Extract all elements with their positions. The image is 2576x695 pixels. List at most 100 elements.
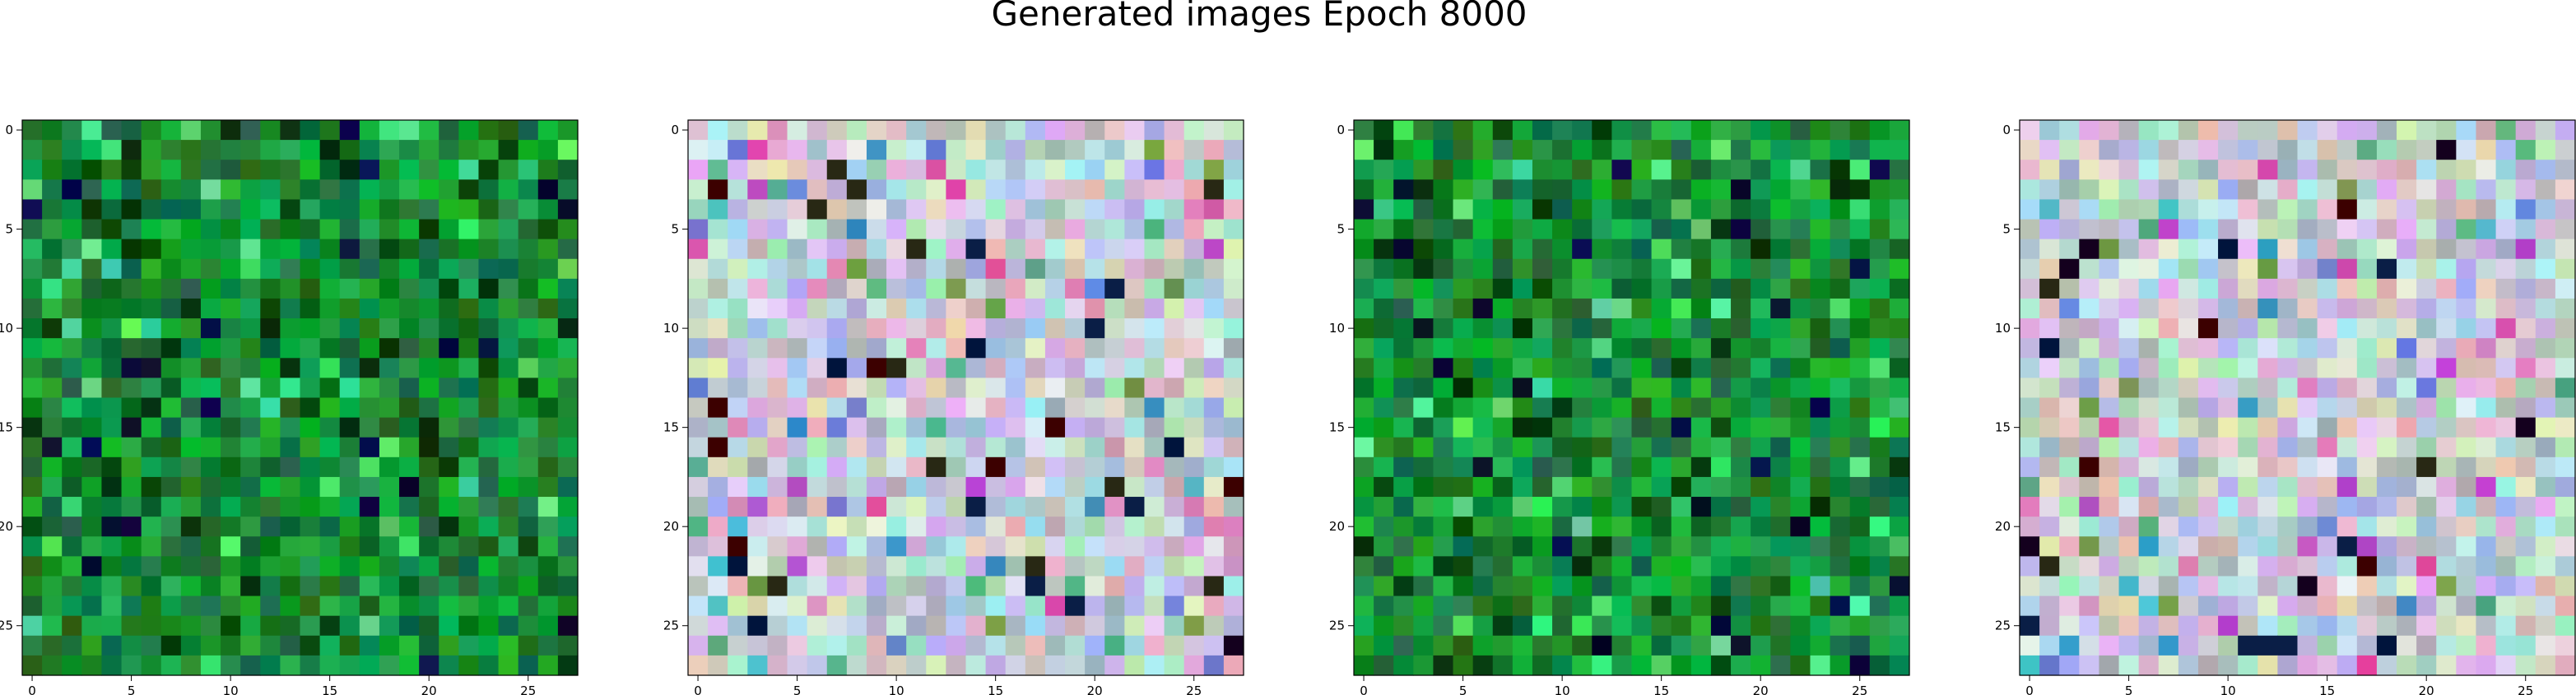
heatmap-cell [2397,338,2417,359]
heatmap-cell [1223,576,1244,597]
heatmap-cell [478,536,500,557]
heatmap-cell [2257,556,2278,577]
heatmap-cell [518,635,539,656]
heatmap-cell [886,556,907,577]
heatmap-cell [1631,576,1653,597]
heatmap-cell [1592,595,1612,617]
heatmap-cell [518,595,539,617]
heatmap-cell [2020,456,2040,478]
heatmap-cell [1144,397,1165,419]
heatmap-cell [886,517,907,537]
heatmap-cell [1572,219,1593,240]
heatmap-cell [728,378,748,399]
heatmap-cell [200,556,221,577]
heatmap-cell [1770,318,1791,339]
heatmap-cell [1671,358,1692,378]
heatmap-cell [1065,278,1086,299]
heatmap-cell [300,140,321,160]
heatmap-cell [1025,318,1046,339]
heatmap-cell [439,219,459,240]
heatmap-cell [221,199,241,220]
heatmap-cell [2138,278,2160,299]
heatmap-cell [1631,655,1653,676]
heatmap-cell [1374,536,1394,557]
heatmap-cell [2197,258,2219,280]
heatmap-cell [2020,318,2040,339]
heatmap-cell [1592,517,1612,537]
heatmap-cell [1164,338,1185,359]
heatmap-cell [101,140,123,160]
heatmap-cell [319,219,341,240]
heatmap-cell [2158,219,2179,240]
heatmap-cell [458,219,480,240]
heatmap-cell [1104,239,1125,260]
heatmap-cell [399,120,420,141]
heatmap-cell [1731,576,1751,597]
heatmap-cell [260,358,281,378]
heatmap-cell [906,536,927,557]
heatmap-cell [1413,160,1434,180]
heatmap-cell [1453,635,1474,656]
heatmap-cell [2079,199,2100,220]
heatmap-cell [985,278,1007,299]
heatmap-cell [1223,160,1244,180]
heatmap-cell [280,378,301,399]
heatmap-cell [2039,258,2060,280]
heatmap-cell [300,417,321,438]
heatmap-cell [359,239,380,260]
heatmap-cell [101,298,123,319]
heatmap-cell [419,120,439,141]
heatmap-cell [2476,179,2497,201]
heatmap-cell [81,476,103,498]
heatmap-cell [1512,556,1533,577]
heatmap-cell [1790,536,1811,557]
heatmap-cell [926,476,946,498]
heatmap-cell [807,576,828,597]
heatmap-cell [826,497,848,517]
heatmap-cell [866,437,887,458]
heatmap-cell [300,635,321,656]
heatmap-cell [319,576,341,597]
heatmap-cell [2218,595,2239,617]
heatmap-cell [1770,278,1791,299]
heatmap-cell [1710,179,1732,201]
heatmap-cell [2197,437,2219,458]
heatmap-cell [2039,615,2060,637]
heatmap-cell [767,456,788,478]
heatmap-cell [1631,140,1653,160]
heatmap-cell [2535,239,2556,260]
heatmap-cell [1164,160,1185,180]
heatmap-cell [518,278,539,299]
heatmap-cell [1453,556,1474,577]
heatmap-cell [200,517,221,537]
heatmap-cell [708,120,728,141]
heatmap-cell [1552,120,1573,141]
heatmap-cell [1690,437,1712,458]
heatmap-cell [2020,635,2040,656]
heatmap-cell [1433,278,1454,299]
heatmap-cell [478,120,500,141]
heatmap-cell [1374,298,1394,319]
heatmap-cell [2079,536,2100,557]
heatmap-cell [1532,615,1553,637]
heatmap-cell [1671,437,1692,458]
heatmap-cell [180,378,202,399]
heatmap-cell [1690,278,1712,299]
heatmap-cell [1552,437,1573,458]
heatmap-cell [2337,417,2358,438]
heatmap-cell [1005,338,1026,359]
heatmap-cell [866,397,887,419]
heatmap-cell [1374,497,1394,517]
heatmap-cell [2337,318,2358,339]
heatmap-cell [1849,397,1871,419]
heatmap-cell [2218,456,2239,478]
heatmap-cell [1810,258,1831,280]
heatmap-cell [557,278,579,299]
heatmap-cell [2416,655,2437,676]
heatmap-cell [2376,576,2397,597]
heatmap-cell [1044,160,1066,180]
heatmap-cell [339,476,360,498]
heatmap-cell [1492,338,1514,359]
heatmap-cell [1770,556,1791,577]
heatmap-cell [339,456,360,478]
